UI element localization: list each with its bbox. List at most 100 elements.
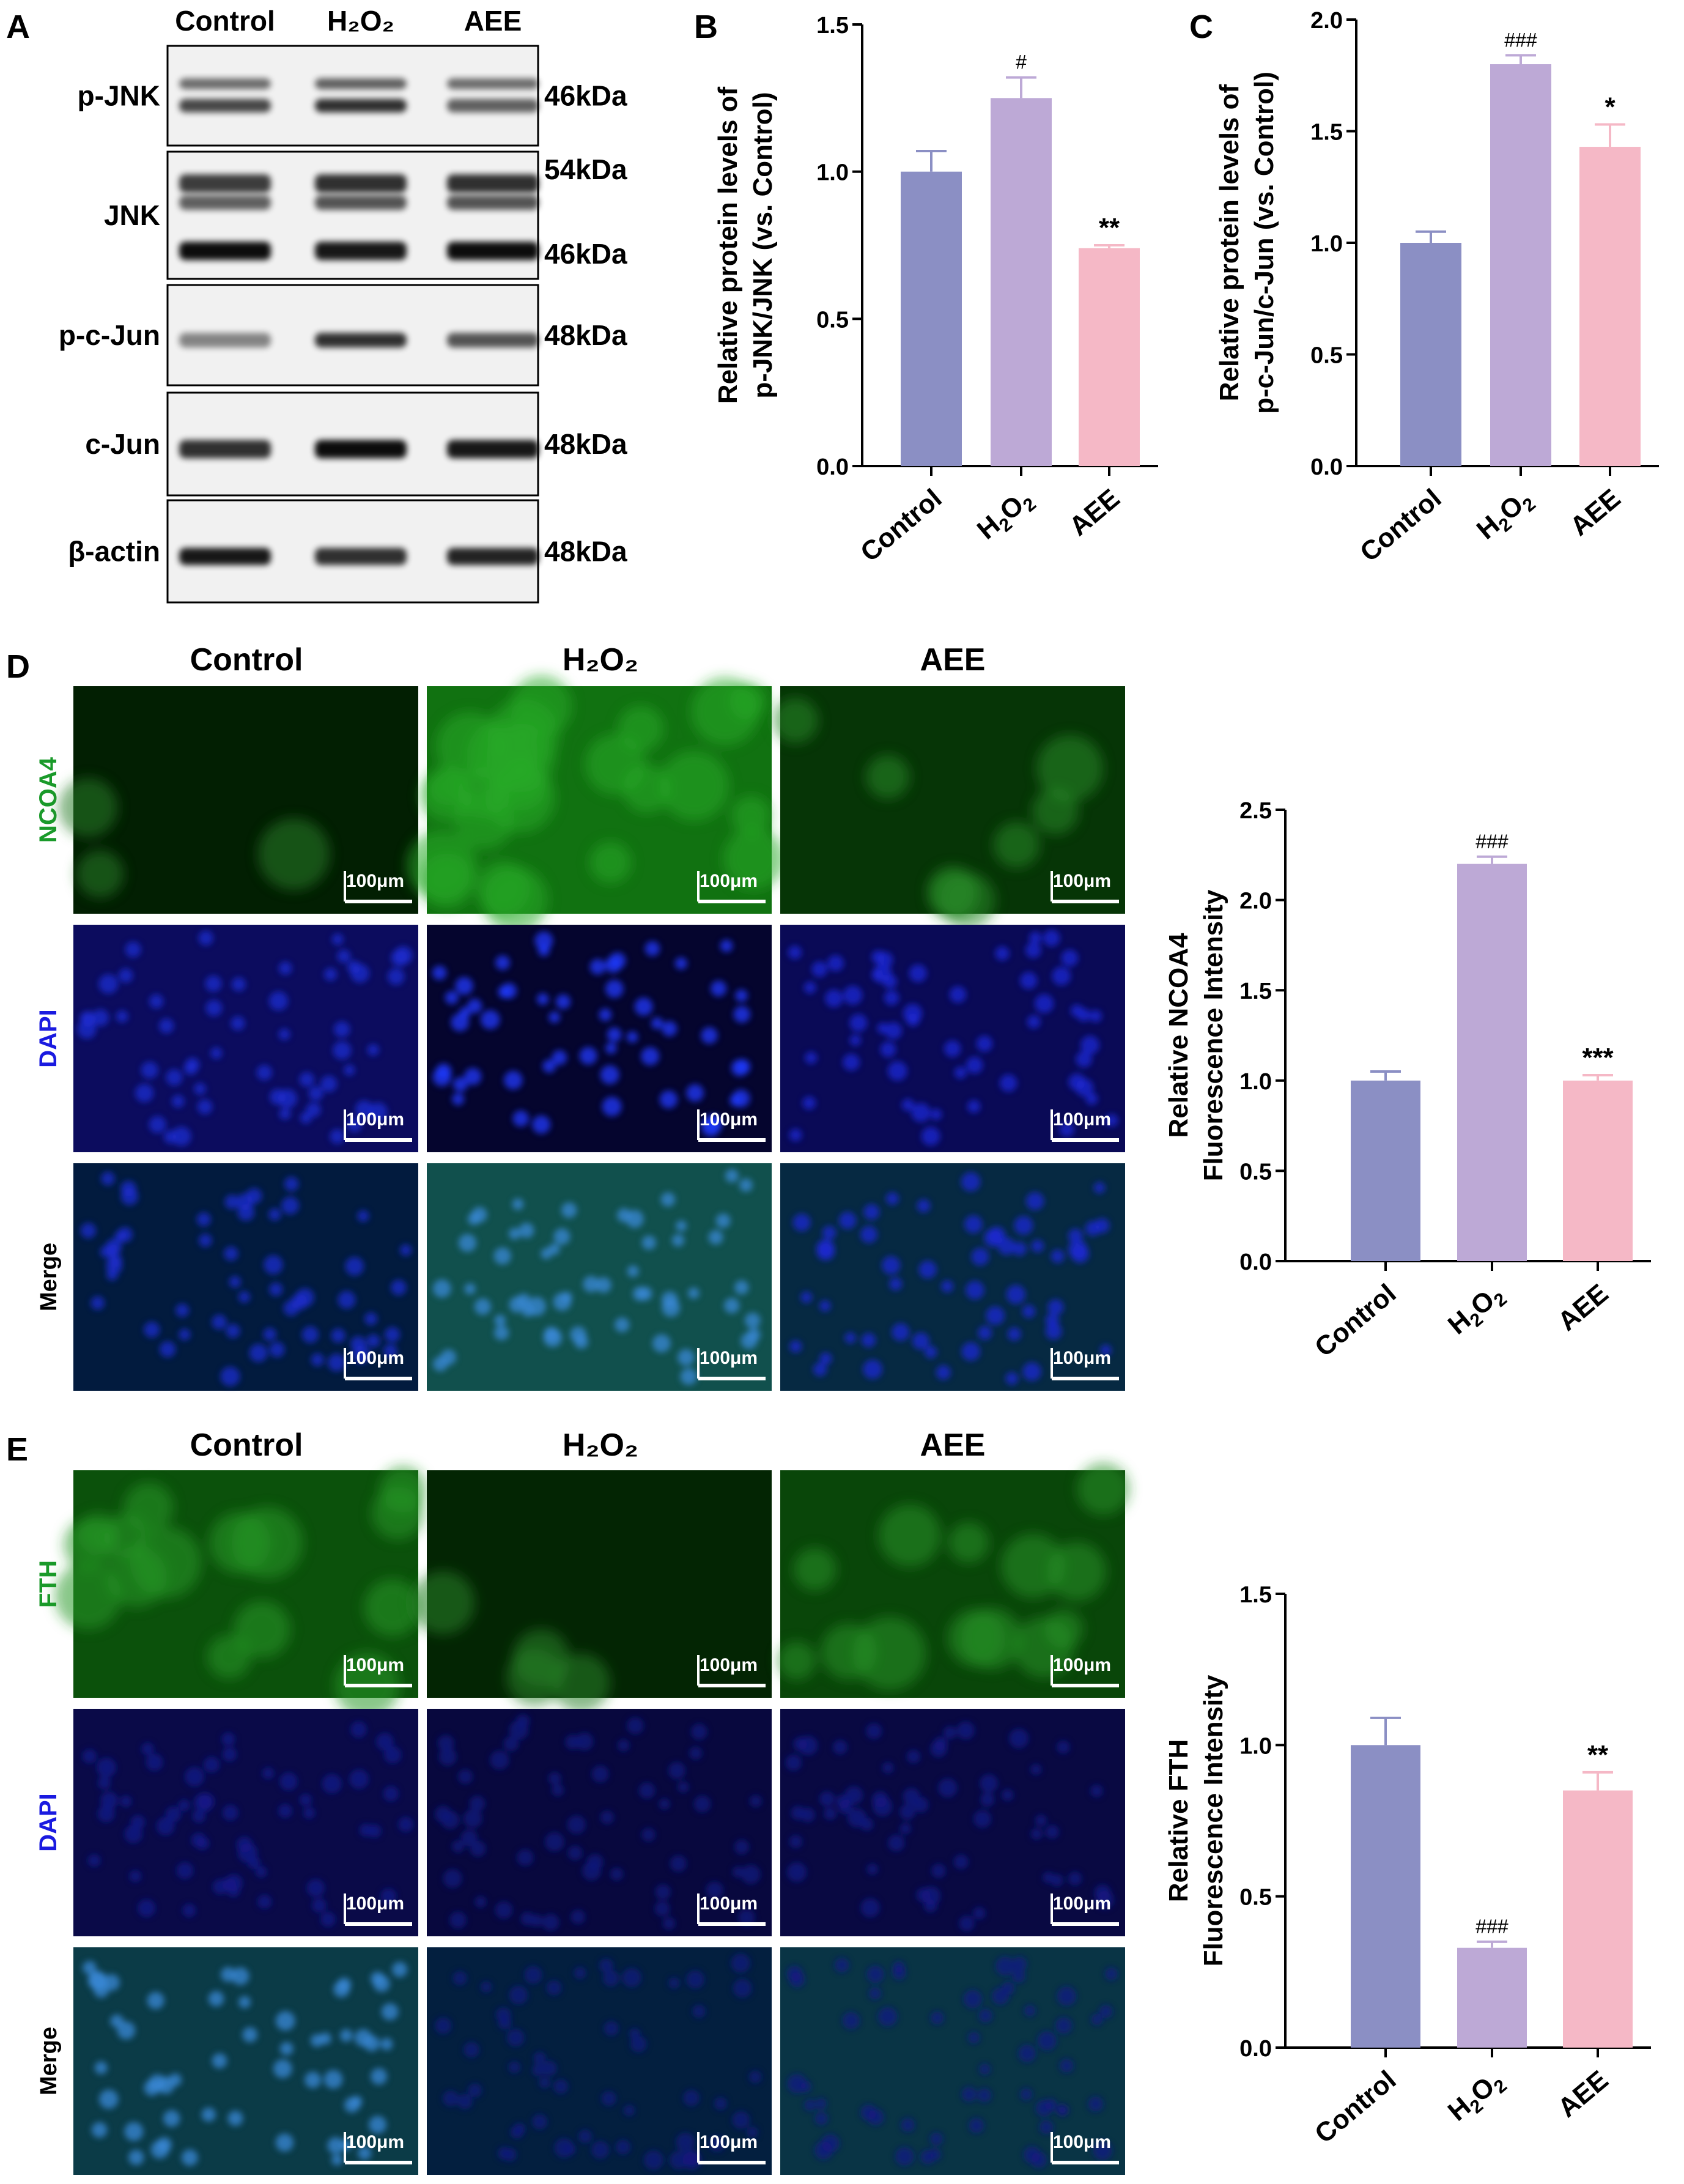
cell — [668, 1977, 680, 1989]
cell — [222, 1747, 237, 1762]
cell — [229, 1276, 241, 1288]
column-label-h2o2: H₂O₂ — [563, 642, 638, 678]
cell — [709, 2136, 725, 2152]
cell — [542, 1059, 556, 1073]
cell — [323, 2070, 343, 2089]
cell — [888, 1834, 905, 1851]
cell — [610, 1867, 624, 1881]
scale-bar-label: 100μm — [700, 2132, 758, 2152]
cell — [308, 1086, 323, 1101]
cell — [337, 1977, 352, 1992]
cell — [938, 1778, 958, 1797]
cell — [638, 1782, 656, 1799]
band — [315, 98, 407, 113]
y-tick-label: 2.5 — [1239, 798, 1272, 824]
cell — [961, 1342, 980, 1361]
micrograph-dapi: 100μm — [427, 925, 772, 1152]
cell — [992, 1988, 1009, 2005]
cell — [467, 1212, 481, 1226]
cell — [330, 1129, 345, 1144]
cell — [948, 1522, 989, 1563]
band — [447, 333, 539, 348]
cell — [1020, 2088, 1033, 2101]
scale-bar-label: 100μm — [1053, 1893, 1111, 1914]
cell — [116, 1010, 128, 1023]
cell — [668, 1761, 686, 1780]
cell — [735, 1059, 751, 1075]
cell — [379, 1465, 427, 1513]
cell — [1059, 1122, 1074, 1137]
bar-aee — [1579, 147, 1641, 467]
x-tick-label: H2O2 — [1442, 1278, 1511, 1344]
cell — [452, 1971, 467, 1986]
cell — [911, 1103, 931, 1122]
cell — [927, 865, 978, 917]
cell — [615, 1317, 630, 1333]
cell — [77, 1020, 97, 1039]
cell — [460, 1829, 478, 1846]
bar-h2o2 — [991, 98, 1052, 467]
cell — [534, 931, 553, 950]
y-axis-label: Fluorescence Intensity — [1198, 1675, 1228, 1966]
cell-signals — [77, 930, 413, 1146]
cell-signals — [786, 1956, 1118, 2168]
cell — [821, 1623, 877, 1680]
cell — [284, 1177, 299, 1191]
cell — [1029, 931, 1042, 944]
micrograph-dapi: 100μm — [427, 1709, 772, 1936]
cell — [882, 1762, 894, 1774]
cell — [821, 2134, 840, 2153]
cell — [544, 1327, 559, 1342]
cell — [135, 1084, 154, 1103]
cell — [257, 1894, 272, 1909]
cell — [1091, 2013, 1103, 2026]
cell — [99, 2089, 119, 2109]
row-label-dapi: DAPI — [35, 1793, 62, 1852]
cell — [1076, 1051, 1092, 1068]
cell — [600, 1810, 614, 1824]
cell — [163, 2110, 180, 2127]
cell — [179, 1328, 191, 1341]
cell — [861, 1333, 876, 1347]
cell — [1030, 1828, 1043, 1840]
cell — [533, 2051, 546, 2065]
cell — [212, 2053, 227, 2068]
cell — [600, 1065, 619, 1084]
cell — [469, 1796, 486, 1812]
x-tick-label: AEE — [1064, 483, 1126, 542]
band — [447, 195, 539, 210]
cell — [1045, 1313, 1060, 1328]
cell — [1043, 930, 1060, 947]
cell — [747, 1328, 761, 1342]
chart-e: 0.0 0.5 1.0 1.5 Relative FTH Fluorescence Int… — [1164, 1582, 1651, 2149]
cell — [278, 1804, 292, 1818]
cell — [156, 1817, 175, 1835]
chart-b: B 0.0 0.5 1.0 1.5 Relative protein levels of p… — [694, 9, 1158, 568]
cell — [349, 1769, 369, 1789]
cell — [524, 1966, 542, 1984]
cell — [708, 1230, 723, 1245]
cell — [231, 977, 246, 991]
cell-signals — [789, 1172, 1112, 1385]
cell — [264, 1255, 283, 1275]
cell — [270, 1089, 286, 1105]
cell — [805, 1051, 818, 1064]
significance-label: ### — [1475, 831, 1509, 853]
lane-label-control: Control — [175, 5, 275, 37]
cell — [969, 2118, 984, 2133]
cell — [306, 1102, 321, 1117]
cell — [459, 1007, 471, 1018]
cell — [210, 1047, 223, 1059]
cell — [943, 1726, 957, 1739]
scale-bar-label: 100μm — [1053, 1655, 1111, 1675]
cell — [839, 1212, 857, 1229]
cell — [178, 1799, 190, 1812]
cell — [1035, 1815, 1047, 1827]
cell — [921, 1127, 940, 1146]
cell — [504, 1070, 523, 1090]
cell — [493, 1247, 511, 1265]
cell — [279, 1772, 298, 1791]
cell — [995, 946, 1010, 961]
micrograph-dapi: 100μm — [780, 1709, 1125, 1936]
